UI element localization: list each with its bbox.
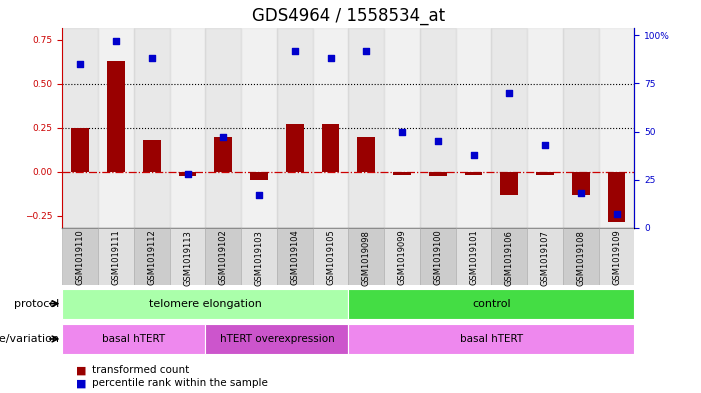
Bar [393, 172, 411, 175]
Text: GSM1019101: GSM1019101 [469, 230, 478, 285]
Bar [62, 28, 98, 228]
Point [468, 152, 479, 158]
Text: genotype/variation: genotype/variation [0, 334, 59, 344]
Bar [250, 172, 268, 180]
Text: basal hTERT: basal hTERT [102, 334, 165, 344]
Bar [205, 324, 348, 354]
Text: protocol: protocol [13, 299, 59, 309]
Bar [313, 28, 348, 228]
Point [182, 171, 193, 177]
Bar [62, 288, 348, 319]
Point [539, 142, 550, 148]
Text: GSM1019105: GSM1019105 [326, 230, 335, 285]
Text: GSM1019111: GSM1019111 [111, 230, 121, 285]
Bar [348, 28, 384, 228]
Bar [205, 28, 241, 228]
Bar [527, 228, 563, 285]
Text: transformed count: transformed count [92, 365, 189, 375]
Bar [599, 28, 634, 228]
Bar [420, 28, 456, 228]
Text: percentile rank within the sample: percentile rank within the sample [92, 378, 268, 388]
Point [254, 192, 265, 198]
Bar [501, 172, 518, 195]
Bar [599, 228, 634, 285]
Bar [134, 28, 170, 228]
Bar [348, 228, 384, 285]
Bar [134, 228, 170, 285]
Text: GSM1019109: GSM1019109 [612, 230, 621, 285]
Bar [62, 324, 205, 354]
Bar [313, 228, 348, 285]
Bar [491, 28, 527, 228]
Bar [608, 172, 625, 222]
Bar [277, 228, 313, 285]
Point [111, 38, 122, 44]
Bar [456, 28, 491, 228]
Text: GSM1019104: GSM1019104 [290, 230, 299, 285]
Text: GSM1019110: GSM1019110 [76, 230, 85, 285]
Bar [563, 228, 599, 285]
Bar [563, 28, 599, 228]
Text: GSM1019112: GSM1019112 [147, 230, 156, 285]
Point [360, 48, 372, 54]
Point [147, 55, 158, 61]
Point [217, 134, 229, 141]
Point [575, 190, 586, 196]
Bar [429, 172, 447, 176]
Bar [277, 28, 313, 228]
Text: GSM1019102: GSM1019102 [219, 230, 228, 285]
Point [432, 138, 444, 144]
Bar [62, 228, 98, 285]
Bar [456, 228, 491, 285]
Bar [98, 28, 134, 228]
Bar [170, 28, 205, 228]
Text: GSM1019106: GSM1019106 [505, 230, 514, 286]
Bar [286, 124, 304, 172]
Bar [348, 288, 634, 319]
Bar [205, 228, 241, 285]
Text: GSM1019108: GSM1019108 [576, 230, 585, 286]
Text: control: control [472, 299, 511, 309]
Text: GSM1019099: GSM1019099 [397, 230, 407, 285]
Title: GDS4964 / 1558534_at: GDS4964 / 1558534_at [252, 7, 445, 25]
Bar [170, 228, 205, 285]
Bar [143, 140, 161, 172]
Text: GSM1019107: GSM1019107 [540, 230, 550, 286]
Bar [72, 128, 89, 172]
Text: ■: ■ [76, 365, 87, 375]
Bar [384, 28, 420, 228]
Bar [572, 172, 590, 195]
Point [325, 55, 336, 61]
Bar [420, 228, 456, 285]
Bar [527, 28, 563, 228]
Bar [384, 228, 420, 285]
Point [75, 61, 86, 67]
Bar [98, 228, 134, 285]
Bar [491, 228, 527, 285]
Text: telomere elongation: telomere elongation [149, 299, 262, 309]
Point [503, 90, 515, 96]
Point [611, 211, 622, 218]
Bar [358, 137, 375, 172]
Text: ■: ■ [76, 378, 87, 388]
Bar [241, 28, 277, 228]
Text: hTERT overexpression: hTERT overexpression [219, 334, 334, 344]
Bar [107, 61, 125, 172]
Bar [465, 172, 482, 175]
Point [397, 129, 408, 135]
Text: basal hTERT: basal hTERT [460, 334, 523, 344]
Bar [322, 124, 339, 172]
Point [289, 48, 300, 54]
Text: GSM1019100: GSM1019100 [433, 230, 442, 285]
Text: GSM1019113: GSM1019113 [183, 230, 192, 286]
Bar [179, 172, 196, 176]
Bar [241, 228, 277, 285]
Bar [536, 172, 554, 175]
Bar [348, 324, 634, 354]
Text: GSM1019098: GSM1019098 [362, 230, 371, 286]
Text: GSM1019103: GSM1019103 [254, 230, 264, 286]
Bar [215, 138, 232, 172]
